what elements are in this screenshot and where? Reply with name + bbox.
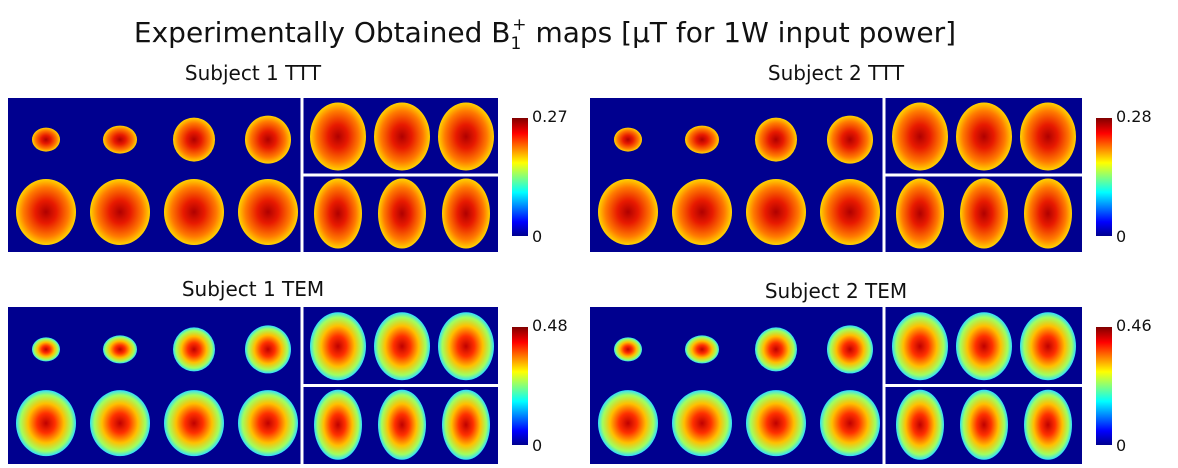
panel-title: Subject 1 TTT	[185, 61, 322, 85]
axial-slice	[598, 178, 658, 245]
axial-slice	[685, 335, 719, 364]
coronal-slice	[960, 178, 1008, 249]
axial-slice	[32, 337, 60, 362]
coronal-slice	[896, 178, 944, 249]
axial-slice	[164, 178, 224, 245]
colorbar-min: 0	[1116, 227, 1126, 246]
coronal-slice	[314, 389, 362, 460]
axial-slice	[238, 390, 298, 457]
axial-slice	[245, 115, 291, 164]
axial-slice	[820, 178, 880, 245]
sagittal-slice	[892, 312, 948, 381]
coronal-slice	[442, 389, 490, 460]
coronal-slice	[1024, 389, 1072, 460]
axial-slice	[827, 325, 873, 374]
colorbar	[512, 327, 528, 445]
axial-slice	[90, 390, 150, 457]
axial-slice	[820, 390, 880, 457]
sagittal-slice	[438, 102, 494, 171]
colorbar	[1096, 118, 1112, 236]
axial-slice	[672, 178, 732, 245]
axial-slice	[173, 117, 215, 162]
axial-slice	[614, 337, 642, 362]
axial-slice	[90, 178, 150, 245]
sagittal-slice	[956, 102, 1012, 171]
colorbar-min: 0	[1116, 436, 1126, 455]
axial-slice	[16, 178, 76, 245]
axial-slice	[746, 178, 806, 245]
coronal-slice	[378, 389, 426, 460]
colorbar-max: 0.28	[1116, 107, 1152, 126]
colorbar	[512, 118, 528, 236]
axial-slice	[755, 327, 797, 372]
colorbar-max: 0.46	[1116, 316, 1152, 335]
axial-slice	[32, 127, 60, 152]
sagittal-slice	[310, 312, 366, 381]
axial-slice	[672, 390, 732, 457]
axial-slice	[827, 115, 873, 164]
colorbar-min: 0	[532, 436, 542, 455]
colorbar	[1096, 327, 1112, 445]
axial-slice	[598, 390, 658, 457]
sagittal-slice	[438, 312, 494, 381]
coronal-slice	[960, 389, 1008, 460]
sagittal-slice	[892, 102, 948, 171]
axial-slice	[173, 327, 215, 372]
axial-slice	[164, 390, 224, 457]
axial-slice	[103, 335, 137, 364]
coronal-slice	[1024, 178, 1072, 249]
axial-slice	[238, 178, 298, 245]
sagittal-slice	[956, 312, 1012, 381]
coronal-slice	[378, 178, 426, 249]
axial-slice	[755, 117, 797, 162]
axial-slice	[614, 127, 642, 152]
coronal-slice	[314, 178, 362, 249]
axial-slice	[245, 325, 291, 374]
colorbar-min: 0	[532, 227, 542, 246]
axial-slice	[103, 125, 137, 154]
coronal-slice	[896, 389, 944, 460]
sagittal-slice	[1020, 102, 1076, 171]
sagittal-slice	[310, 102, 366, 171]
figure-title: Experimentally Obtained B1+ maps [μT for…	[134, 15, 956, 54]
panel-title: Subject 2 TEM	[765, 279, 907, 303]
axial-slice	[685, 125, 719, 154]
sagittal-slice	[1020, 312, 1076, 381]
axial-slice	[16, 390, 76, 457]
panel-title: Subject 1 TEM	[182, 277, 324, 301]
panel-title: Subject 2 TTT	[768, 61, 905, 85]
coronal-slice	[442, 178, 490, 249]
axial-slice	[746, 390, 806, 457]
colorbar-max: 0.48	[532, 316, 568, 335]
colorbar-max: 0.27	[532, 107, 568, 126]
sagittal-slice	[374, 312, 430, 381]
sagittal-slice	[374, 102, 430, 171]
